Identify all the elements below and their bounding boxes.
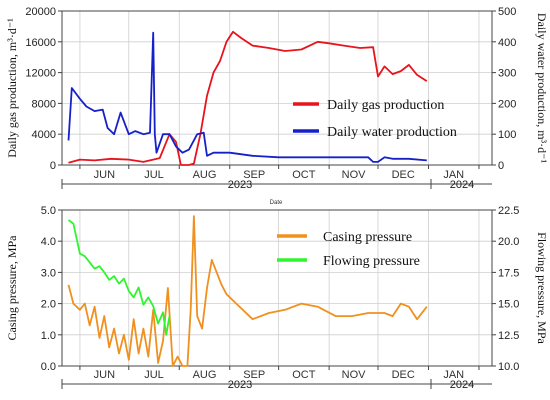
right-tick-label: 0 <box>498 160 504 172</box>
left-tick-label: 16000 <box>25 37 56 49</box>
production-chart-legend: Daily gas production Daily water product… <box>293 98 457 140</box>
water-axis-ticks: 0 100 200 300 400 500 <box>492 6 516 172</box>
right-tick-label: 20.0 <box>498 236 519 248</box>
left-tick-label: 0 <box>50 160 56 172</box>
right-tick-label: 15.0 <box>498 299 519 311</box>
left-tick-label: 12000 <box>25 68 56 80</box>
right-tick-label: 300 <box>498 68 516 80</box>
casing-axis-label: Casing pressure, MPa <box>5 235 19 341</box>
month-label-sep: SEP <box>243 369 265 381</box>
gas-axis-ticks: 0 4000 8000 12000 16000 20000 <box>25 6 62 172</box>
month-label-nov: NOV <box>342 369 367 381</box>
month-label-sep: SEP <box>243 169 265 181</box>
right-tick-label: 22.5 <box>498 205 519 217</box>
month-label-oct: OCT <box>292 369 316 381</box>
left-tick-label: 5.0 <box>41 205 56 217</box>
x-axis-label: Date <box>270 200 283 206</box>
casing-axis-ticks: 0.0 1.0 2.0 3.0 4.0 5.0 <box>41 205 62 373</box>
right-tick-label: 10.0 <box>498 361 519 373</box>
legend-label-gas: Daily gas production <box>327 98 444 113</box>
month-label-jan: JAN <box>443 169 464 181</box>
series-line-daily-water-production <box>67 31 427 163</box>
legend-label-water: Daily water production <box>327 125 457 140</box>
series-line-flowing-pressure <box>67 219 171 336</box>
legend-label-casing: Casing pressure <box>323 230 412 245</box>
series-line-daily-gas-production <box>68 30 428 166</box>
left-tick-label: 0.0 <box>41 361 56 373</box>
month-label-oct: OCT <box>292 169 316 181</box>
month-label-dec: DEC <box>392 169 415 181</box>
left-tick-label: 8000 <box>32 98 56 110</box>
month-label-jul: JUL <box>144 369 164 381</box>
left-tick-label: 1.0 <box>41 330 56 342</box>
month-label-nov: NOV <box>342 169 367 181</box>
right-tick-label: 12.5 <box>498 330 519 342</box>
right-tick-label: 100 <box>498 129 516 141</box>
month-label-jan: JAN <box>443 369 464 381</box>
flowing-axis-ticks: 10.0 12.5 15.0 17.5 20.0 22.5 <box>492 205 519 373</box>
left-tick-label: 20000 <box>25 6 56 18</box>
production-chart-year-2023: 2023 <box>228 179 252 191</box>
pressure-chart-year-2024: 2024 <box>450 379 474 391</box>
right-tick-label: 17.5 <box>498 267 519 279</box>
month-label-dec: DEC <box>392 369 415 381</box>
legend-label-flowing: Flowing pressure <box>323 254 420 269</box>
month-label-jun: JUN <box>94 369 115 381</box>
right-tick-label: 400 <box>498 37 516 49</box>
pressure-chart-series <box>67 215 428 367</box>
series-line-casing-pressure <box>67 215 428 367</box>
flowing-axis-label: Flowing pressure, MPa <box>535 232 549 344</box>
production-chart-frame <box>61 10 493 166</box>
production-chart-series <box>67 30 428 166</box>
production-chart-month-labels: JUN JUL AUG SEP OCT NOV DEC JAN <box>94 169 465 181</box>
month-label-aug: AUG <box>193 169 217 181</box>
production-chart: 0 4000 8000 12000 16000 20000 0 100 200 300 400 50… <box>5 6 549 191</box>
pressure-chart-year-2023: 2023 <box>228 379 252 391</box>
pressure-chart-month-labels: JUN JUL AUG SEP OCT NOV DEC JAN <box>94 369 465 381</box>
water-axis-label: Daily water production, m³·d⁻¹ <box>535 13 549 164</box>
gas-axis-label: Daily gas production, m³·d⁻¹ <box>5 18 19 158</box>
production-chart-year-2024: 2024 <box>450 179 474 191</box>
left-tick-label: 4.0 <box>41 236 56 248</box>
production-chart-gridlines <box>62 11 492 169</box>
month-label-aug: AUG <box>193 369 217 381</box>
month-label-jul: JUL <box>144 169 164 181</box>
left-tick-label: 3.0 <box>41 267 56 279</box>
right-tick-label: 500 <box>498 6 516 18</box>
pressure-chart-frame <box>61 209 493 367</box>
pressure-chart-legend: Casing pressure Flowing pressure <box>277 230 420 269</box>
right-tick-label: 200 <box>498 98 516 110</box>
pressure-chart: 0.0 1.0 2.0 3.0 4.0 5.0 10.0 12.5 15.0 17.5 20.0 2… <box>5 205 549 391</box>
left-tick-label: 2.0 <box>41 299 56 311</box>
month-label-jun: JUN <box>94 169 115 181</box>
left-tick-label: 4000 <box>32 129 56 141</box>
